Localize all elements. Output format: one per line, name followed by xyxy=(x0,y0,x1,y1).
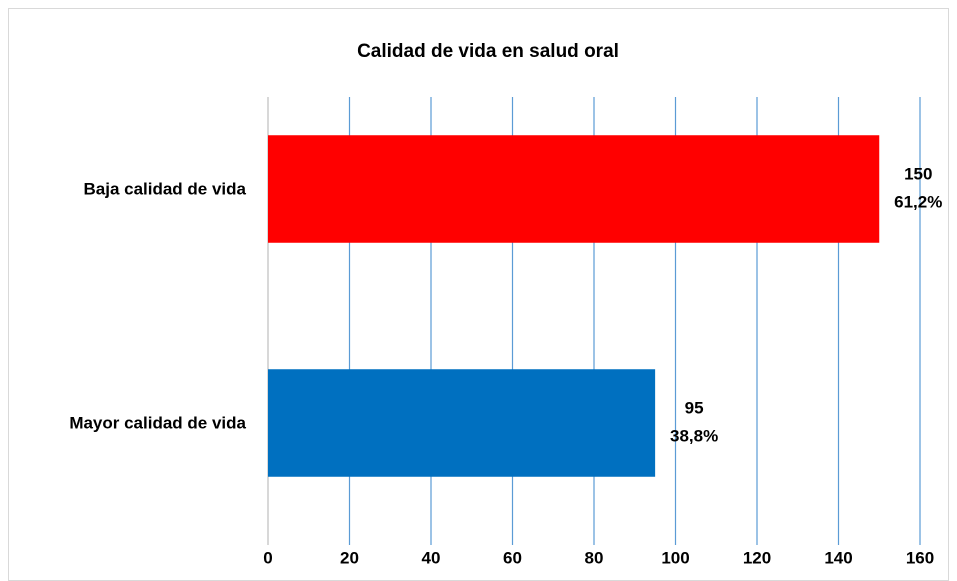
x-tick-label: 140 xyxy=(824,548,852,567)
chart-frame xyxy=(8,8,949,581)
x-tick-label: 120 xyxy=(743,548,771,567)
bar xyxy=(268,135,880,243)
x-tick-label: 160 xyxy=(906,548,934,567)
data-label-percent: 61,2% xyxy=(894,192,942,211)
data-label: 95 xyxy=(685,398,704,417)
x-tick-label: 0 xyxy=(263,548,272,567)
data-label: 150 xyxy=(904,164,932,183)
x-tick-label: 60 xyxy=(503,548,522,567)
bar xyxy=(268,369,656,477)
x-tick-label: 40 xyxy=(422,548,441,567)
y-tick-label: Baja calidad de vida xyxy=(83,179,246,198)
y-tick-label: Mayor calidad de vida xyxy=(69,413,246,432)
x-tick-label: 20 xyxy=(340,548,359,567)
data-label-percent: 38,8% xyxy=(670,426,718,445)
x-tick-label: 100 xyxy=(661,548,689,567)
x-tick-label: 80 xyxy=(585,548,604,567)
chart-title: Calidad de vida en salud oral xyxy=(357,41,619,62)
